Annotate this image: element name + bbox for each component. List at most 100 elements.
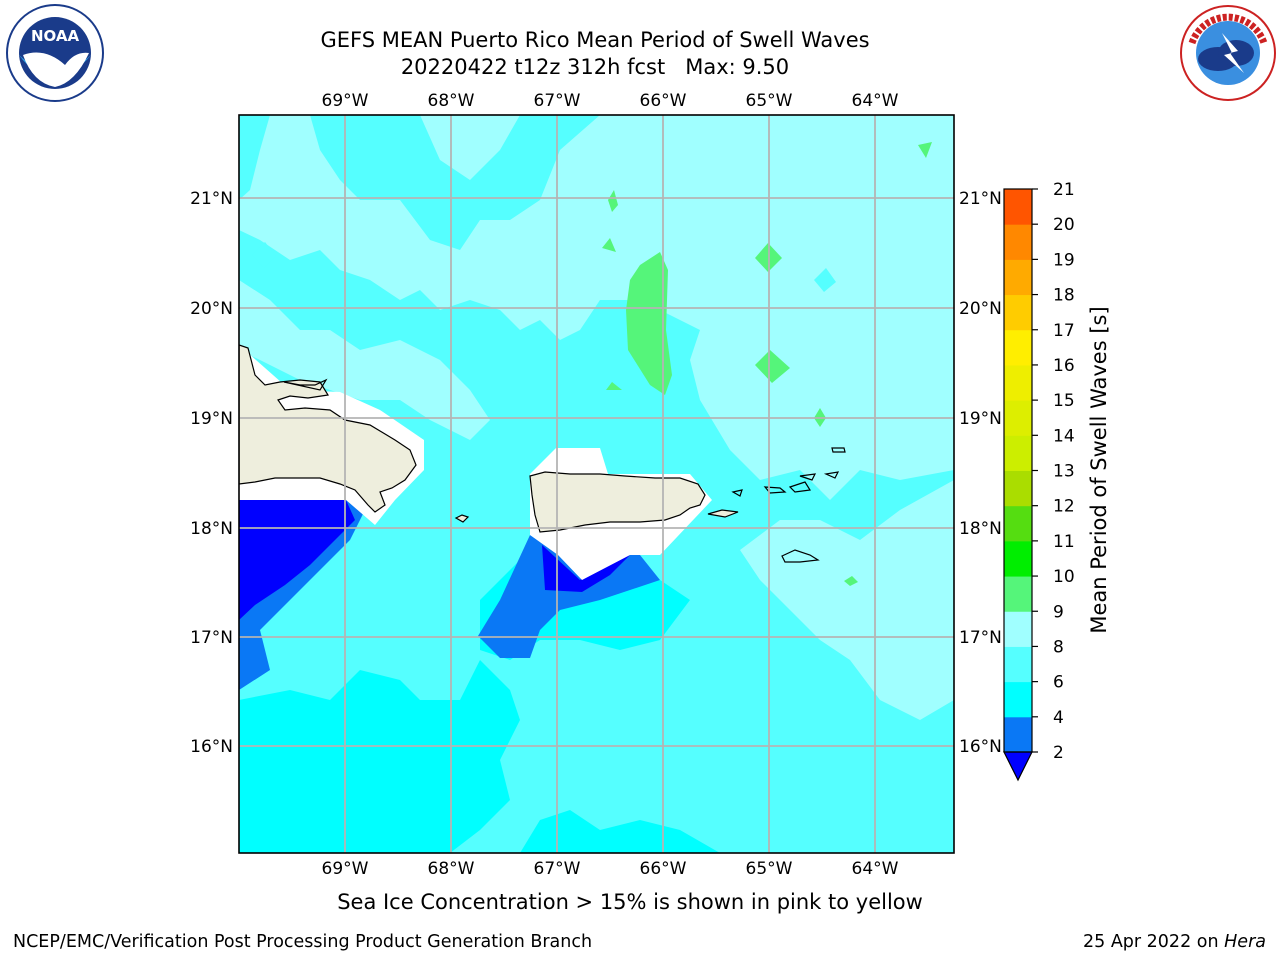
lat-label-left: 16°N — [190, 737, 233, 757]
colorbar-tick-label: 18 — [1053, 286, 1075, 306]
colorbar-band — [1004, 540, 1032, 577]
noaa-logo: NOAA — [6, 4, 104, 102]
footer-host: Hera — [1224, 932, 1266, 952]
lon-label-top: 69°W — [322, 91, 369, 111]
lat-label-left: 20°N — [190, 299, 233, 319]
colorbar-tick-label: 6 — [1053, 673, 1064, 693]
colorbar-under-triangle — [1003, 751, 1033, 782]
field-9-10-blob-main — [626, 252, 672, 395]
map-frame — [238, 114, 955, 854]
colorbar-band — [1004, 364, 1032, 401]
colorbar-band — [1004, 716, 1032, 753]
field-6-8-north-patch2 — [239, 115, 270, 200]
footer-right: 25 Apr 2022 on Hera — [1083, 932, 1266, 952]
noaa-logo-text: NOAA — [31, 27, 80, 45]
colorbar-band — [1004, 224, 1032, 260]
lat-label-right: 19°N — [959, 409, 1002, 429]
lat-label-left: 19°N — [190, 409, 233, 429]
colorbar-band — [1004, 294, 1032, 331]
colorbar-bands — [1004, 189, 1032, 753]
field-9-10-blob-9 — [606, 382, 622, 390]
field-6-8-blob — [252, 242, 276, 268]
colorbar-band — [1004, 400, 1032, 436]
colorbar-label: Mean Period of Swell Waves [s] — [1087, 306, 1111, 633]
title-line-1: GEFS MEAN Puerto Rico Mean Period of Swe… — [320, 28, 870, 52]
title-line-2: 20220422 t12z 312h fcst Max: 9.50 — [400, 55, 790, 79]
colorbar-tick-label: 17 — [1053, 321, 1075, 341]
lon-label-top: 65°W — [746, 91, 793, 111]
field-4-6-south-east — [520, 810, 720, 853]
footer-date: 25 Apr 2022 on — [1083, 932, 1225, 952]
caption: Sea Ice Concentration > 15% is shown in … — [337, 890, 923, 914]
lon-label-bottom: 69°W — [322, 859, 369, 879]
colorbar-band — [1004, 576, 1032, 612]
lat-label-left: 18°N — [190, 519, 233, 539]
colorbar-tick-label: 16 — [1053, 356, 1075, 376]
colorbar-band — [1004, 505, 1032, 542]
lat-label-right: 18°N — [959, 519, 1002, 539]
lon-labels-top: 69°W 68°W 67°W 66°W 65°W 64°W — [322, 91, 899, 111]
nws-logo — [1180, 5, 1276, 101]
land-puerto-rico — [529, 471, 706, 533]
lon-labels-bottom: 69°W 68°W 67°W 66°W 65°W 64°W — [322, 859, 899, 879]
lon-label-bottom: 68°W — [428, 859, 475, 879]
lat-label-right: 21°N — [959, 189, 1002, 209]
colorbar-tick-label: 14 — [1053, 426, 1075, 446]
colorbar-band — [1004, 329, 1032, 366]
field-lt2-west — [239, 500, 355, 620]
land-st-croix — [781, 549, 820, 563]
land-virgin-islands — [731, 447, 846, 497]
colorbar-tick-label: 21 — [1053, 180, 1075, 200]
gridlines — [239, 115, 954, 853]
lat-labels-right: 21°N 20°N 19°N 18°N 17°N 16°N — [959, 189, 1002, 757]
lon-label-bottom: 64°W — [852, 859, 899, 879]
lat-label-left: 17°N — [190, 628, 233, 648]
colorbar-tick-label: 8 — [1053, 637, 1064, 657]
map-panel — [239, 115, 954, 853]
field-8-9-east — [740, 480, 954, 720]
colorbar-band — [1004, 470, 1032, 507]
lat-label-left: 21°N — [190, 189, 233, 209]
lat-labels-left: 21°N 20°N 19°N 18°N 17°N 16°N — [190, 189, 233, 757]
land-mona-island — [454, 514, 470, 523]
lon-label-bottom: 66°W — [640, 859, 687, 879]
lat-label-right: 16°N — [959, 737, 1002, 757]
lon-label-top: 67°W — [534, 91, 581, 111]
colorbar-ticks: 2 4 6 8 9 10 11 12 13 14 15 16 17 18 19 20 21 — [1032, 180, 1075, 763]
field-4-6-south — [239, 660, 520, 853]
land-hispaniola-island — [283, 378, 328, 391]
colorbar-band — [1004, 646, 1032, 683]
lon-label-bottom: 67°W — [534, 859, 581, 879]
colorbar-band — [1004, 435, 1032, 471]
colorbar-tick-label: 10 — [1053, 567, 1075, 587]
lon-label-top: 66°W — [640, 91, 687, 111]
lon-label-bottom: 65°W — [746, 859, 793, 879]
colorbar-tick-label: 20 — [1053, 215, 1075, 235]
field-8-9-west-strip — [239, 280, 490, 440]
land-hispaniola — [239, 344, 417, 513]
colorbar-band — [1004, 611, 1032, 647]
field-6-8-blob2 — [814, 268, 836, 292]
lat-label-right: 17°N — [959, 628, 1002, 648]
field-9-10-blob-3 — [755, 350, 790, 383]
field-9-10-blob-8 — [844, 576, 858, 586]
field-9-10-blob-5 — [602, 238, 616, 252]
field-lt2-pr — [542, 545, 630, 592]
lon-label-top: 68°W — [428, 91, 475, 111]
colorbar-tick-label: 4 — [1053, 708, 1064, 728]
lon-label-top: 64°W — [852, 91, 899, 111]
colorbar-tick-label: 2 — [1053, 743, 1064, 763]
colorbar-band — [1004, 259, 1032, 296]
colorbar-tick-label: 11 — [1053, 532, 1075, 552]
colorbar-band — [1004, 189, 1032, 225]
colorbar: 2 4 6 8 9 10 11 12 13 14 15 16 17 18 19 20 21 Mean Perio… — [1003, 180, 1111, 782]
field-9-10-blob-4 — [608, 190, 618, 212]
colorbar-tick-label: 15 — [1053, 391, 1075, 411]
field-9-10-blob-6 — [918, 142, 932, 158]
land-vieques — [707, 509, 739, 518]
colorbar-tick-label: 13 — [1053, 462, 1075, 482]
lat-label-right: 20°N — [959, 299, 1002, 319]
colorbar-tick-label: 9 — [1053, 602, 1064, 622]
colorbar-tick-label: 12 — [1053, 497, 1075, 517]
